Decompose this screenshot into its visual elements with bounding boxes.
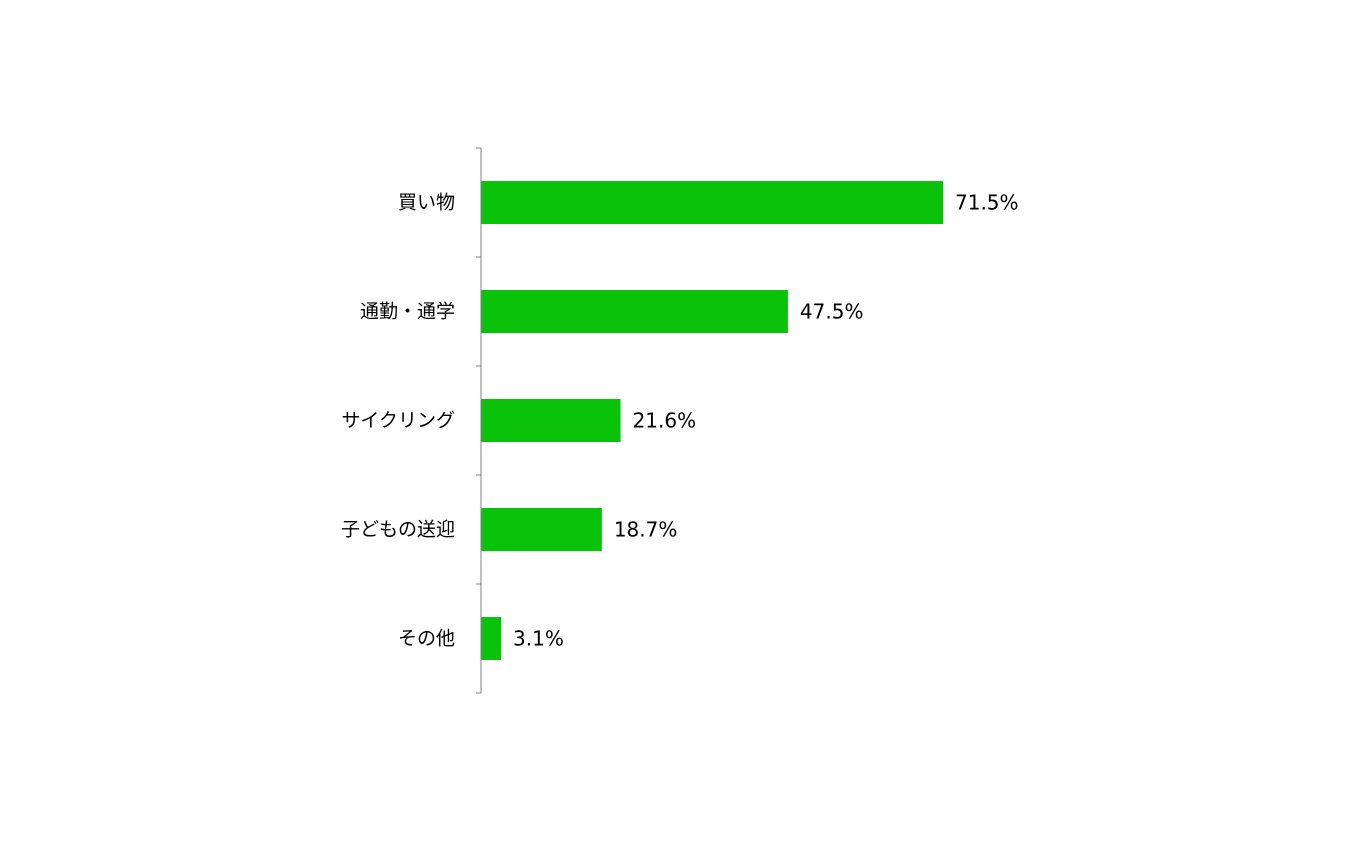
data-label: 47.5% <box>800 300 864 324</box>
category-label: 買い物 <box>398 192 455 214</box>
bar <box>481 617 502 660</box>
category-label: その他 <box>398 628 455 650</box>
bar <box>481 290 788 333</box>
data-label: 3.1% <box>513 627 564 651</box>
bar <box>481 399 621 442</box>
bar <box>481 181 943 224</box>
data-label: 71.5% <box>955 191 1019 215</box>
data-label: 21.6% <box>633 409 697 433</box>
data-label: 18.7% <box>614 518 678 542</box>
bar <box>481 508 602 551</box>
category-axis <box>476 147 482 694</box>
category-label: サイクリング <box>341 410 455 432</box>
category-label: 子どもの送迎 <box>341 519 455 541</box>
category-label: 通勤・通学 <box>360 301 455 323</box>
bars-layer <box>481 181 943 660</box>
labels-layer: 買い物 71.5% 通勤・通学 47.5% サイクリング 21.6% 子どもの送迎 18.7%… <box>341 191 1019 651</box>
